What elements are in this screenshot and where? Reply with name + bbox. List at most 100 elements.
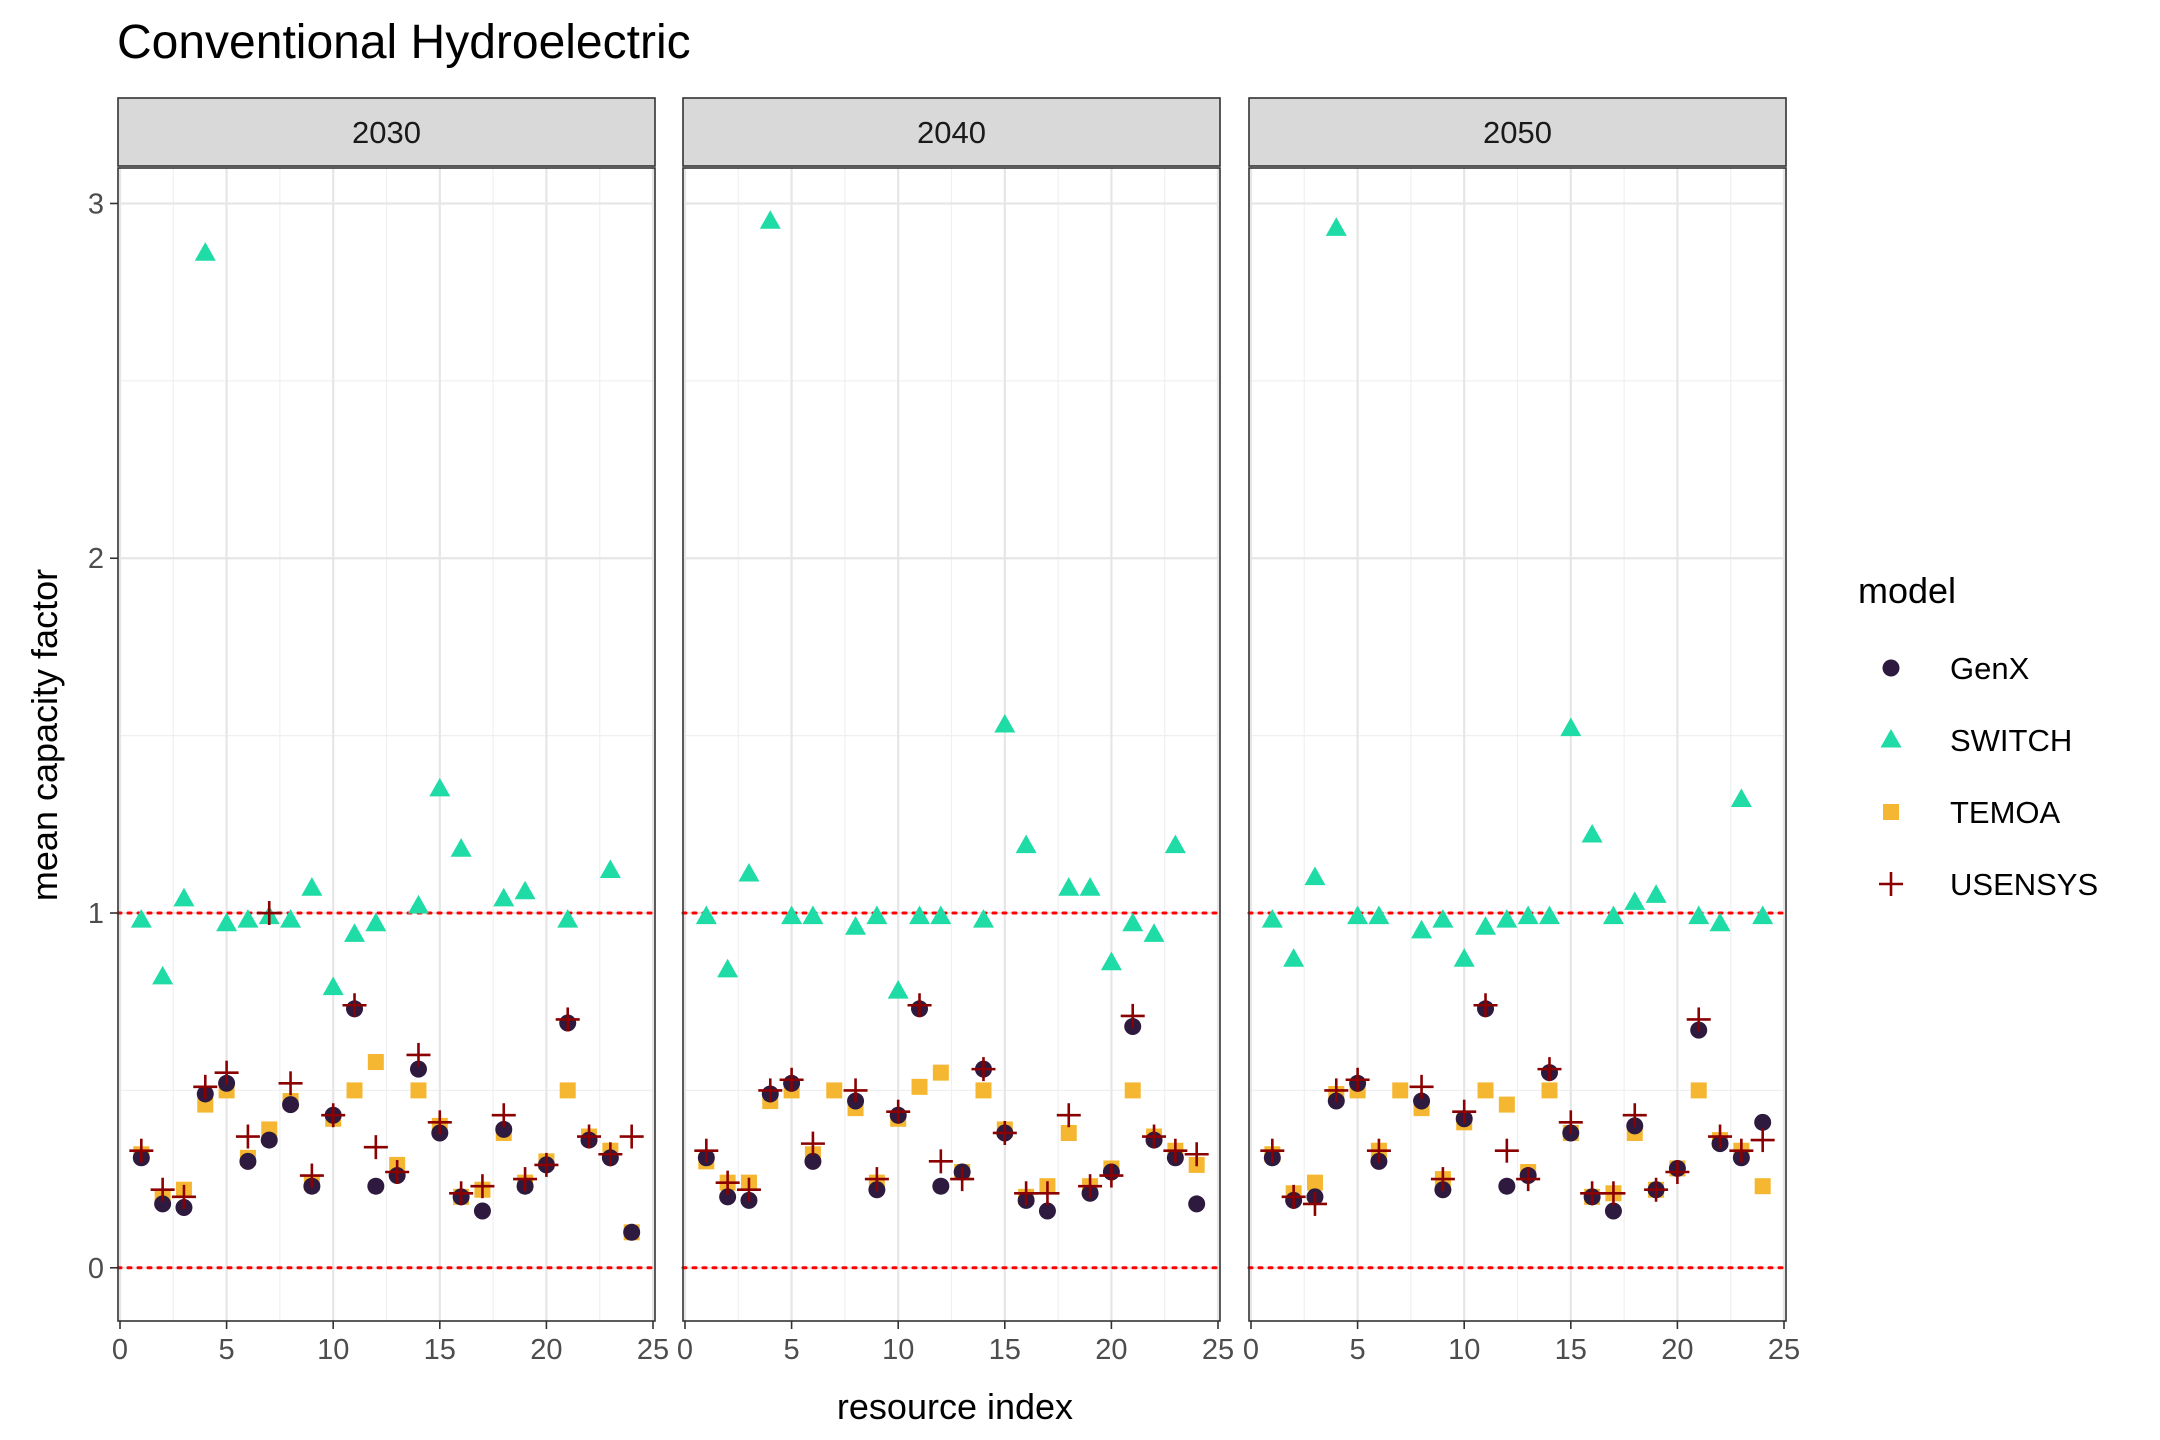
point-switch: [1688, 905, 1710, 925]
x-tick-label: 20: [530, 1334, 562, 1366]
point-usensys: [1644, 1177, 1669, 1202]
point-usensys: [1302, 1191, 1327, 1216]
point-switch: [1164, 834, 1186, 854]
point-genx: [282, 1096, 300, 1114]
point-switch: [1496, 909, 1518, 928]
point-genx: [1038, 1202, 1056, 1220]
legend-key: [1882, 659, 1900, 677]
point-switch: [1347, 905, 1369, 925]
point-switch: [216, 912, 238, 932]
point-switch: [1453, 948, 1475, 967]
facet-label: 2050: [1483, 115, 1552, 150]
point-switch: [1283, 948, 1305, 967]
point-usensys: [513, 1167, 538, 1192]
x-tick-label: 10: [317, 1334, 349, 1366]
point-usensys: [1494, 1138, 1519, 1163]
point-usensys: [1260, 1138, 1285, 1163]
point-usensys: [299, 1163, 324, 1188]
x-tick-label: 5: [219, 1334, 235, 1366]
point-usensys: [1345, 1067, 1370, 1092]
point-switch: [887, 980, 909, 999]
point-usensys: [1014, 1181, 1039, 1206]
point-usensys: [577, 1124, 602, 1149]
point-usensys: [1452, 1099, 1477, 1124]
point-usensys: [129, 1138, 154, 1163]
point-temoa: [410, 1082, 427, 1099]
point-switch: [1015, 834, 1037, 854]
point-switch: [1709, 912, 1731, 932]
point-usensys: [235, 1124, 260, 1149]
point-switch: [738, 862, 760, 882]
chart-title: Conventional Hydroelectric: [117, 16, 691, 69]
y-tick-label: 2: [88, 543, 104, 575]
point-usensys: [1708, 1124, 1733, 1149]
point-switch: [130, 909, 152, 928]
facet-strip: [117, 97, 656, 167]
point-temoa: [346, 1082, 363, 1099]
point-switch: [930, 905, 952, 925]
point-usensys: [1580, 1181, 1605, 1206]
point-usensys: [598, 1142, 623, 1167]
point-genx: [1188, 1195, 1206, 1213]
point-genx: [1754, 1113, 1772, 1131]
point-switch: [759, 210, 781, 229]
point-switch: [1730, 788, 1752, 808]
point-usensys: [886, 1099, 911, 1124]
point-temoa: [826, 1082, 843, 1099]
point-switch: [695, 905, 717, 925]
point-switch: [845, 916, 867, 935]
point-switch: [994, 713, 1016, 733]
facet-panel-2030: 2030 0 5 10 15 20 25 0 1 2 3: [88, 97, 669, 1366]
point-temoa: [911, 1078, 928, 1095]
point-temoa: [1754, 1178, 1771, 1195]
point-switch: [365, 912, 387, 932]
point-temoa: [1392, 1082, 1409, 1099]
point-usensys: [715, 1170, 740, 1195]
point-switch: [280, 909, 302, 928]
point-genx: [260, 1131, 278, 1149]
legend-item-switch: SWITCH: [1880, 723, 2072, 758]
point-usensys: [1163, 1138, 1188, 1163]
point-switch: [1325, 217, 1347, 236]
legend-title: model: [1858, 570, 1956, 611]
point-switch: [1581, 823, 1603, 843]
data-points: [129, 242, 644, 1241]
point-usensys: [1537, 1057, 1562, 1082]
point-usensys: [1750, 1128, 1775, 1153]
point-switch: [1079, 877, 1101, 896]
point-usensys: [779, 1067, 804, 1092]
point-switch: [1411, 919, 1433, 939]
point-usensys: [1281, 1184, 1306, 1209]
point-usensys: [1665, 1159, 1690, 1184]
facet-panel-2040: 2040 0 5 10 15 20 25: [677, 97, 1234, 1366]
point-usensys: [1430, 1167, 1455, 1192]
point-switch: [1122, 912, 1144, 932]
point-switch: [1560, 717, 1582, 737]
point-switch: [1517, 905, 1539, 925]
point-usensys: [449, 1181, 474, 1206]
point-usensys: [257, 901, 282, 926]
point-usensys: [1729, 1138, 1754, 1163]
point-usensys: [385, 1159, 410, 1184]
point-switch: [1058, 877, 1080, 896]
facet-label: 2040: [917, 115, 986, 150]
point-switch: [972, 909, 994, 928]
point-switch: [1304, 866, 1326, 886]
x-tick-label: 25: [1768, 1334, 1800, 1366]
point-temoa: [1541, 1082, 1558, 1099]
point-usensys: [843, 1078, 868, 1103]
point-usensys: [928, 1149, 953, 1174]
point-switch: [194, 242, 216, 261]
x-tick-label: 5: [784, 1334, 800, 1366]
point-switch: [717, 958, 739, 978]
point-switch: [1475, 916, 1497, 935]
facet-label: 2030: [352, 115, 421, 150]
facet-strip: [682, 97, 1221, 167]
point-temoa: [1498, 1096, 1515, 1113]
point-switch: [173, 887, 195, 907]
point-switch: [1624, 891, 1646, 910]
point-genx: [239, 1152, 257, 1170]
legend-item-usensys: USENSYS: [1879, 867, 2098, 902]
point-usensys: [1078, 1174, 1103, 1199]
point-usensys: [363, 1135, 388, 1160]
